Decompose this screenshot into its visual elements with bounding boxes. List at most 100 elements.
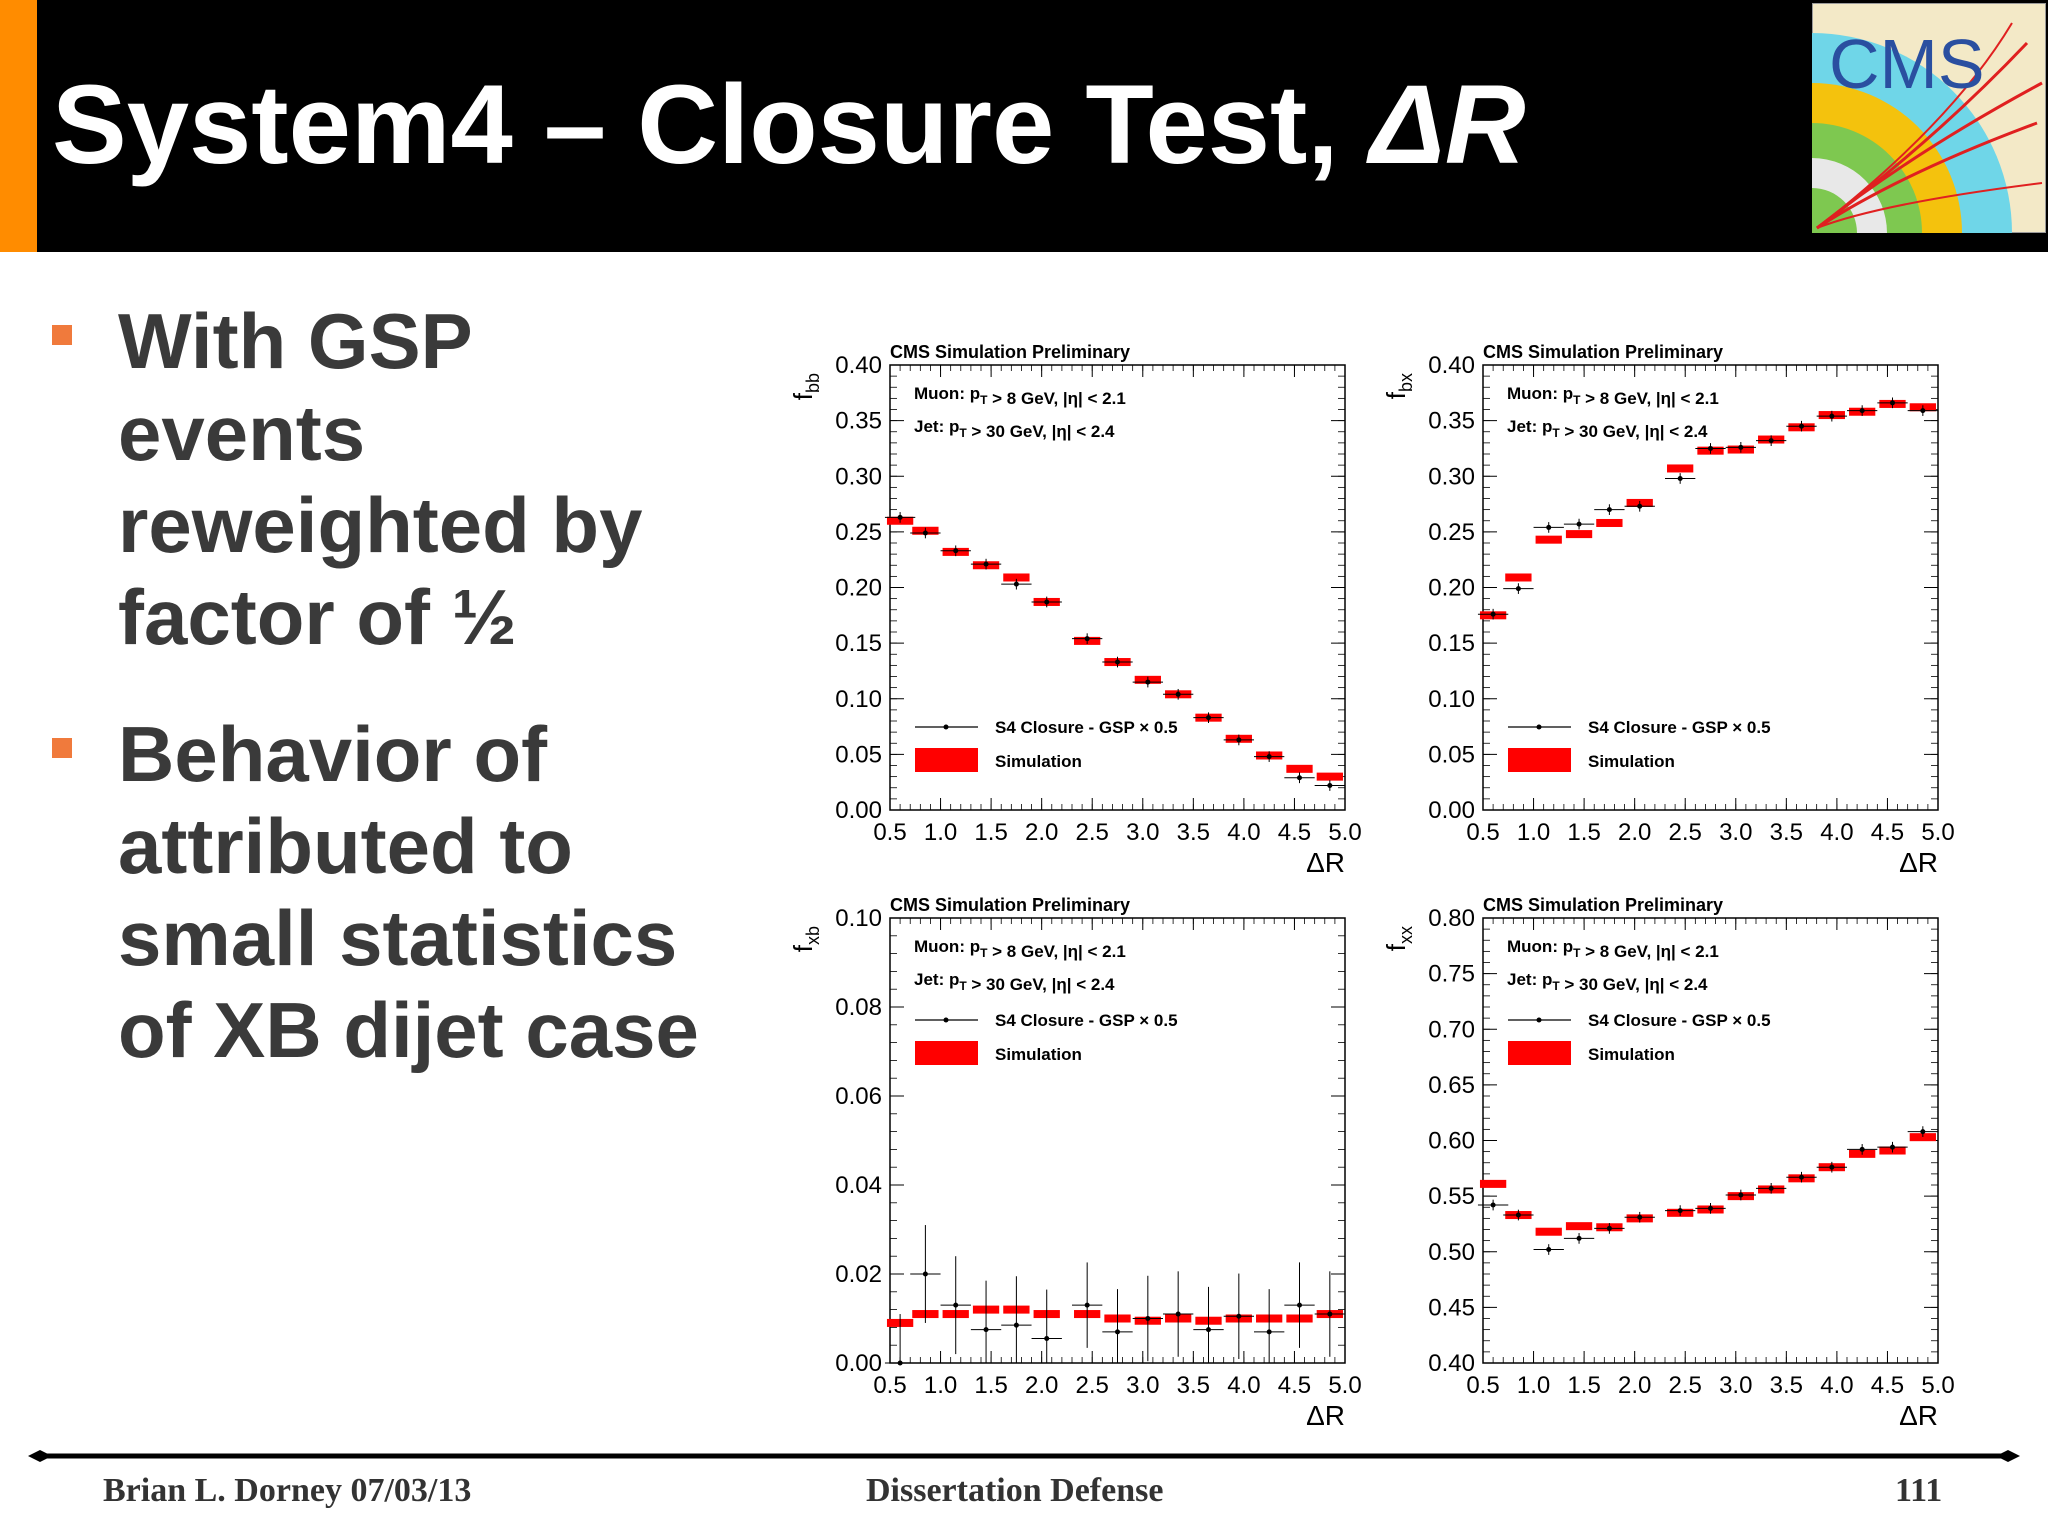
x-tick-label: 4.0 [1820,819,1853,846]
footer-event: Dissertation Defense [866,1472,1164,1509]
y-tick-label: 0.20 [1428,575,1475,602]
closure-point [1013,1322,1019,1328]
closure-point [897,1360,903,1366]
closure-test-charts: 0.5 1.0 1.5 2.0 2.5 3.0 3.5 4.0 4.5 5.0 0.00 0.05 0.… [790,342,1955,1431]
x-tick-label: 2.0 [1618,819,1651,846]
y-tick-label: 0.02 [835,1261,882,1288]
x-tick-label: 0.5 [873,819,906,846]
closure-point [1576,1235,1582,1241]
closure-point [1084,1302,1090,1308]
y-tick-label: 0.30 [835,463,882,490]
legend-simulation-swatch [915,1041,978,1065]
x-axis-title: ΔR [1306,1400,1345,1431]
x-tick-label: 5.0 [1328,1372,1361,1399]
closure-point [1829,413,1835,419]
jet-cut-label: Jet: pT > 30 GeV, |η| < 2.4 [1507,417,1708,441]
muon-cut-label: Muon: pT > 8 GeV, |η| < 2.1 [1507,384,1719,408]
muon-cut-label: Muon: pT > 8 GeV, |η| < 2.1 [914,937,1126,961]
x-tick-label: 3.0 [1126,1372,1159,1399]
x-tick-label: 1.0 [1517,819,1550,846]
closure-point [1175,691,1181,697]
y-tick-label: 0.04 [835,1172,882,1199]
y-tick-label: 0.75 [1428,961,1475,988]
closure-point [922,1271,928,1277]
cms-simulation-label: CMS Simulation Preliminary [890,895,1130,915]
closure-point [1920,408,1926,414]
x-tick-label: 3.5 [1177,1372,1210,1399]
y-tick-label: 0.08 [835,994,882,1021]
x-tick-label: 2.5 [1076,1372,1109,1399]
y-tick-label: 0.40 [835,352,882,379]
closure-point [1890,1144,1895,1150]
y-tick-label: 0.10 [835,905,882,932]
footer-author: Brian L. Dorney 07/03/13 [103,1472,472,1509]
y-axis-title: fbx [1381,373,1416,399]
x-tick-label: 3.0 [1719,819,1752,846]
x-axis-title: ΔR [1899,847,1938,878]
y-tick-label: 0.15 [1428,630,1475,657]
y-tick-label: 0.35 [835,408,882,435]
legend-closure-label: S4 Closure - GSP × 0.5 [1588,718,1771,737]
x-axis-title: ΔR [1306,847,1345,878]
y-tick-label: 0.45 [1428,1294,1475,1321]
closure-point [1266,754,1272,760]
closure-point [1236,737,1242,743]
simulation-band [1909,1133,1936,1142]
x-tick-label: 3.0 [1719,1372,1752,1399]
y-tick-label: 0.10 [835,686,882,713]
y-tick-label: 0.25 [1428,519,1475,546]
legend-simulation-label: Simulation [1588,752,1675,771]
closure-point [1327,1311,1333,1317]
closure-point [1799,1174,1804,1180]
y-tick-label: 0.55 [1428,1183,1475,1210]
simulation-band [1003,573,1030,582]
y-tick-label: 0.40 [1428,1350,1475,1377]
closure-point [1768,438,1774,444]
closure-point [1490,1202,1496,1208]
simulation-band [1667,464,1694,473]
y-tick-label: 0.00 [835,1350,882,1377]
x-tick-label: 1.0 [924,1372,957,1399]
bullet-marker [52,738,72,758]
x-tick-label: 1.5 [974,1372,1007,1399]
x-tick-label: 3.5 [1177,819,1210,846]
closure-point [1546,524,1552,530]
slide-header: System4 – Closure Test, ΔR CMS [0,0,2048,252]
page-number: 111 [1895,1472,1943,1509]
x-tick-label: 4.5 [1871,1372,1904,1399]
slide-title: System4 – Closure Test, ΔR [52,60,1526,190]
closure-point [1044,1336,1050,1342]
jet-cut-label: Jet: pT > 30 GeV, |η| < 2.4 [914,970,1115,994]
chart-panel-bx: 0.5 1.0 1.5 2.0 2.5 3.0 3.5 4.0 4.5 5.0 0.00 0.05 0.… [1381,342,1955,878]
closure-point [1115,659,1120,665]
closure-point [1576,521,1582,527]
y-tick-label: 0.10 [1428,686,1475,713]
bullet-list: With GSP events reweighted by factor of … [50,295,750,1121]
x-tick-label: 4.5 [1871,819,1904,846]
x-tick-label: 0.5 [1466,1372,1499,1399]
x-tick-label: 2.0 [1025,819,1058,846]
chart-panel-xb: 0.5 1.0 1.5 2.0 2.5 3.0 3.5 4.0 4.5 5.0 0.00 0.02 0.… [790,895,1362,1431]
closure-point [953,548,959,554]
chart-panel-bb: 0.5 1.0 1.5 2.0 2.5 3.0 3.5 4.0 4.5 5.0 0.00 0.05 0.… [790,342,1362,878]
x-tick-label: 4.0 [1820,1372,1853,1399]
legend-simulation-swatch [1508,1041,1571,1065]
title-main: System4 – Closure Test, [52,62,1370,187]
x-tick-label: 0.5 [873,1372,906,1399]
legend-closure-label: S4 Closure - GSP × 0.5 [995,718,1178,737]
x-tick-label: 5.0 [1328,819,1361,846]
closure-point [1738,444,1744,450]
closure-point [1515,1212,1521,1218]
x-tick-label: 5.0 [1921,819,1954,846]
bullet-item: With GSP events reweighted by factor of … [50,295,750,663]
legend-closure-label: S4 Closure - GSP × 0.5 [995,1011,1178,1030]
header-accent-bar [0,0,37,252]
y-tick-label: 0.25 [835,519,882,546]
simulation-band [1565,1222,1593,1231]
y-tick-label: 0.00 [1428,797,1475,824]
closure-point [1297,1302,1302,1308]
cms-simulation-label: CMS Simulation Preliminary [1483,342,1723,362]
x-axis-title: ΔR [1899,1400,1938,1431]
closure-point [1236,1313,1242,1319]
closure-point [1515,586,1521,592]
